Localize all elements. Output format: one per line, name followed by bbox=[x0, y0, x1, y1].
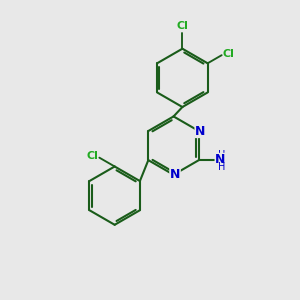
Text: N: N bbox=[195, 124, 206, 137]
Text: H: H bbox=[218, 162, 226, 172]
Text: Cl: Cl bbox=[222, 49, 234, 59]
Text: Cl: Cl bbox=[86, 151, 98, 161]
Text: N: N bbox=[170, 168, 180, 181]
Text: H: H bbox=[218, 150, 226, 160]
Text: N: N bbox=[215, 153, 225, 166]
Text: Cl: Cl bbox=[176, 21, 188, 31]
